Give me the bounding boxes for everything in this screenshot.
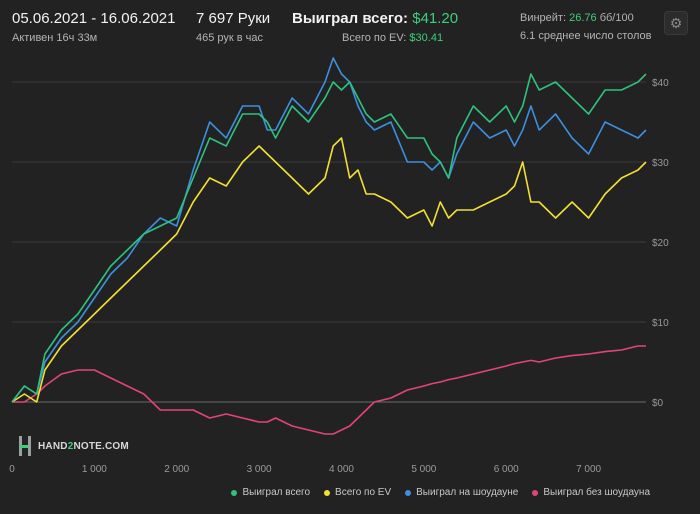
won-total-value: $41.20	[412, 10, 459, 27]
hand2note-logo-icon	[18, 436, 32, 456]
won-total-label: Выиграл всего:	[292, 10, 409, 27]
legend-dot-icon	[324, 489, 331, 496]
y-tick-label: $10	[652, 318, 669, 329]
series-line	[11, 57, 647, 403]
x-tick-label: 4 000	[329, 464, 354, 475]
series-line	[11, 137, 647, 403]
gear-icon[interactable]: ⚙	[664, 11, 688, 35]
legend-label: Выиграл всего	[242, 487, 311, 498]
legend-item[interactable]: Выиграл без шоудауна	[532, 487, 650, 498]
winnings-chart: $0 $10 $20 $30 $40 0 1 000 2 000 3 000 4 000 5 000…	[9, 57, 669, 475]
legend-label: Всего по EV	[335, 487, 392, 498]
legend-dot-icon	[532, 489, 539, 496]
legend-dot-icon	[231, 489, 238, 496]
series-line	[12, 345, 646, 435]
hand2note-logo-text: HAND2NOTE.COM	[38, 440, 129, 452]
hands-count: 7 697 Руки	[196, 10, 271, 27]
won-total: Выиграл всего: $41.20	[292, 10, 458, 27]
legend-label: Выиграл без шоудауна	[543, 487, 650, 498]
x-tick-label: 5 000	[411, 464, 436, 475]
winrate-label: Винрейт:	[520, 12, 567, 24]
legend-item[interactable]: Всего по EV	[324, 487, 391, 498]
legend-label: Выиграл на шоудауне	[416, 487, 519, 498]
x-tick-label: 0	[9, 464, 15, 475]
legend-item[interactable]: Выиграл на шоудауне	[405, 487, 518, 498]
avg-tables: 6.1 среднее число столов	[520, 30, 652, 42]
series-line	[11, 73, 647, 403]
y-tick-label: $40	[652, 78, 669, 89]
hand2note-logo: HAND2NOTE.COM	[18, 436, 129, 456]
x-tick-label: 6 000	[494, 464, 519, 475]
chart-legend: Выиграл всего Всего по EV Выиграл на шоуда…	[231, 487, 650, 498]
hands-per-hour: 465 рук в час	[196, 32, 264, 44]
ev-total: Всего по EV: $30.41	[342, 32, 443, 44]
winrate-value: 26.76	[569, 12, 597, 24]
winrate: Винрейт: 26.76 бб/100	[520, 12, 634, 24]
x-tick-label: 3 000	[247, 464, 272, 475]
stats-header: 05.06.2021 - 16.06.2021 Активен 16ч 33м …	[0, 0, 700, 52]
x-tick-label: 2 000	[164, 464, 189, 475]
x-tick-label: 1 000	[82, 464, 107, 475]
y-tick-label: $20	[652, 238, 669, 249]
date-range: 05.06.2021 - 16.06.2021	[12, 10, 176, 27]
ev-total-label: Всего по EV:	[342, 32, 407, 44]
active-time: Активен 16ч 33м	[12, 32, 98, 44]
legend-item[interactable]: Выиграл всего	[231, 487, 310, 498]
legend-dot-icon	[405, 489, 412, 496]
winrate-unit: бб/100	[599, 12, 634, 24]
ev-total-value: $30.41	[409, 32, 444, 44]
x-tick-label: 7 000	[576, 464, 601, 475]
y-tick-label: $30	[652, 158, 669, 169]
y-tick-label: $0	[652, 398, 664, 409]
